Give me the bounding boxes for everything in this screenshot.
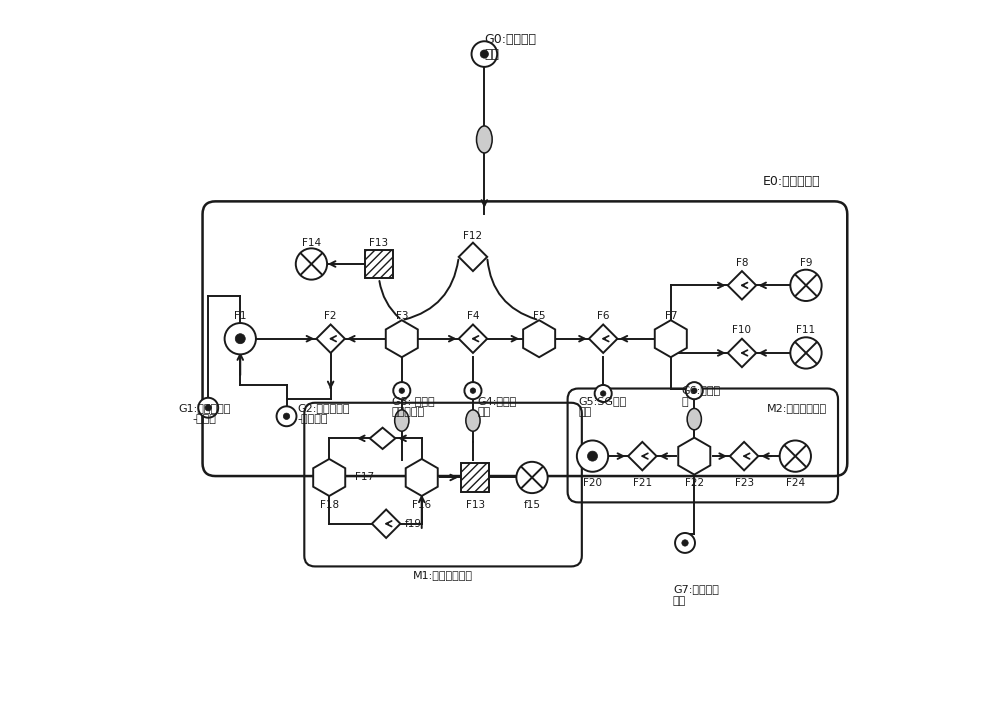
Polygon shape xyxy=(365,250,393,278)
Polygon shape xyxy=(313,459,345,496)
Polygon shape xyxy=(386,320,418,357)
Circle shape xyxy=(780,441,811,472)
Text: F16: F16 xyxy=(412,500,431,510)
Polygon shape xyxy=(370,428,395,449)
Circle shape xyxy=(205,404,211,411)
Text: M2:二回路物质流: M2:二回路物质流 xyxy=(767,403,827,413)
Circle shape xyxy=(692,388,697,394)
Text: G0:维持电力
供应: G0:维持电力 供应 xyxy=(484,34,536,61)
Text: F13: F13 xyxy=(369,237,389,247)
Text: F21: F21 xyxy=(633,478,652,488)
Polygon shape xyxy=(728,271,756,299)
Ellipse shape xyxy=(477,126,492,153)
Ellipse shape xyxy=(687,409,701,430)
Text: F9: F9 xyxy=(800,257,812,267)
Circle shape xyxy=(225,323,256,354)
Text: F20: F20 xyxy=(583,478,602,488)
Text: F8: F8 xyxy=(736,257,748,267)
Circle shape xyxy=(600,391,606,396)
Text: F13: F13 xyxy=(466,500,485,510)
Circle shape xyxy=(472,41,497,67)
Circle shape xyxy=(393,382,410,399)
Circle shape xyxy=(675,533,695,553)
Text: F4: F4 xyxy=(467,311,479,321)
Text: F1: F1 xyxy=(234,311,247,321)
Polygon shape xyxy=(730,442,758,471)
Polygon shape xyxy=(316,324,345,353)
Circle shape xyxy=(464,382,481,399)
Text: f19: f19 xyxy=(405,519,422,529)
Text: G4:冷却剂
循环: G4:冷却剂 循环 xyxy=(477,396,516,417)
Circle shape xyxy=(283,413,290,419)
Text: F11: F11 xyxy=(796,325,816,335)
Circle shape xyxy=(277,406,296,426)
Circle shape xyxy=(595,385,612,402)
Polygon shape xyxy=(589,324,617,353)
Text: G7:提供辅助
给水: G7:提供辅助 给水 xyxy=(673,584,719,606)
Polygon shape xyxy=(628,442,657,471)
Text: F3: F3 xyxy=(396,311,408,321)
Text: G1:反应性控制
-控制棒: G1:反应性控制 -控制棒 xyxy=(178,403,231,424)
Text: F2: F2 xyxy=(324,311,337,321)
Circle shape xyxy=(790,270,822,301)
Circle shape xyxy=(235,334,245,344)
Text: F14: F14 xyxy=(302,237,321,247)
Text: G5:SG水位
控制: G5:SG水位 控制 xyxy=(578,396,627,417)
Polygon shape xyxy=(372,510,400,538)
Circle shape xyxy=(296,248,327,279)
Circle shape xyxy=(399,388,405,394)
Circle shape xyxy=(577,441,608,472)
Text: F17: F17 xyxy=(355,473,374,483)
Text: F24: F24 xyxy=(786,478,805,488)
Polygon shape xyxy=(655,320,687,357)
Text: F18: F18 xyxy=(320,500,339,510)
Text: E0:电厂能量流: E0:电厂能量流 xyxy=(763,175,820,188)
Text: G6:产生蕊
汽: G6:产生蕊 汽 xyxy=(681,385,721,406)
Circle shape xyxy=(198,398,218,418)
Polygon shape xyxy=(459,242,487,271)
Polygon shape xyxy=(406,459,438,496)
Text: G2:反应性控制
-硒酸控制: G2:反应性控制 -硒酸控制 xyxy=(297,403,350,424)
Text: F10: F10 xyxy=(732,325,751,335)
Text: F12: F12 xyxy=(463,230,483,240)
Polygon shape xyxy=(728,339,756,367)
Circle shape xyxy=(516,462,548,493)
Circle shape xyxy=(470,388,476,394)
Circle shape xyxy=(480,50,488,58)
Polygon shape xyxy=(678,438,710,475)
Text: G3: 维持主
冷却剂装量: G3: 维持主 冷却剂装量 xyxy=(392,396,434,417)
Text: F22: F22 xyxy=(685,478,704,488)
Circle shape xyxy=(686,382,703,399)
Text: F5: F5 xyxy=(533,311,545,321)
Text: F6: F6 xyxy=(597,311,609,321)
Text: M1:一回路物质流: M1:一回路物质流 xyxy=(413,570,473,580)
Ellipse shape xyxy=(395,410,409,431)
Circle shape xyxy=(587,451,598,461)
Text: F23: F23 xyxy=(735,478,754,488)
Polygon shape xyxy=(523,320,555,357)
Circle shape xyxy=(682,540,688,546)
Polygon shape xyxy=(459,324,487,353)
Text: f15: f15 xyxy=(524,500,541,510)
Text: F7: F7 xyxy=(665,311,677,321)
Ellipse shape xyxy=(466,410,480,431)
Polygon shape xyxy=(461,463,489,492)
Circle shape xyxy=(790,337,822,369)
